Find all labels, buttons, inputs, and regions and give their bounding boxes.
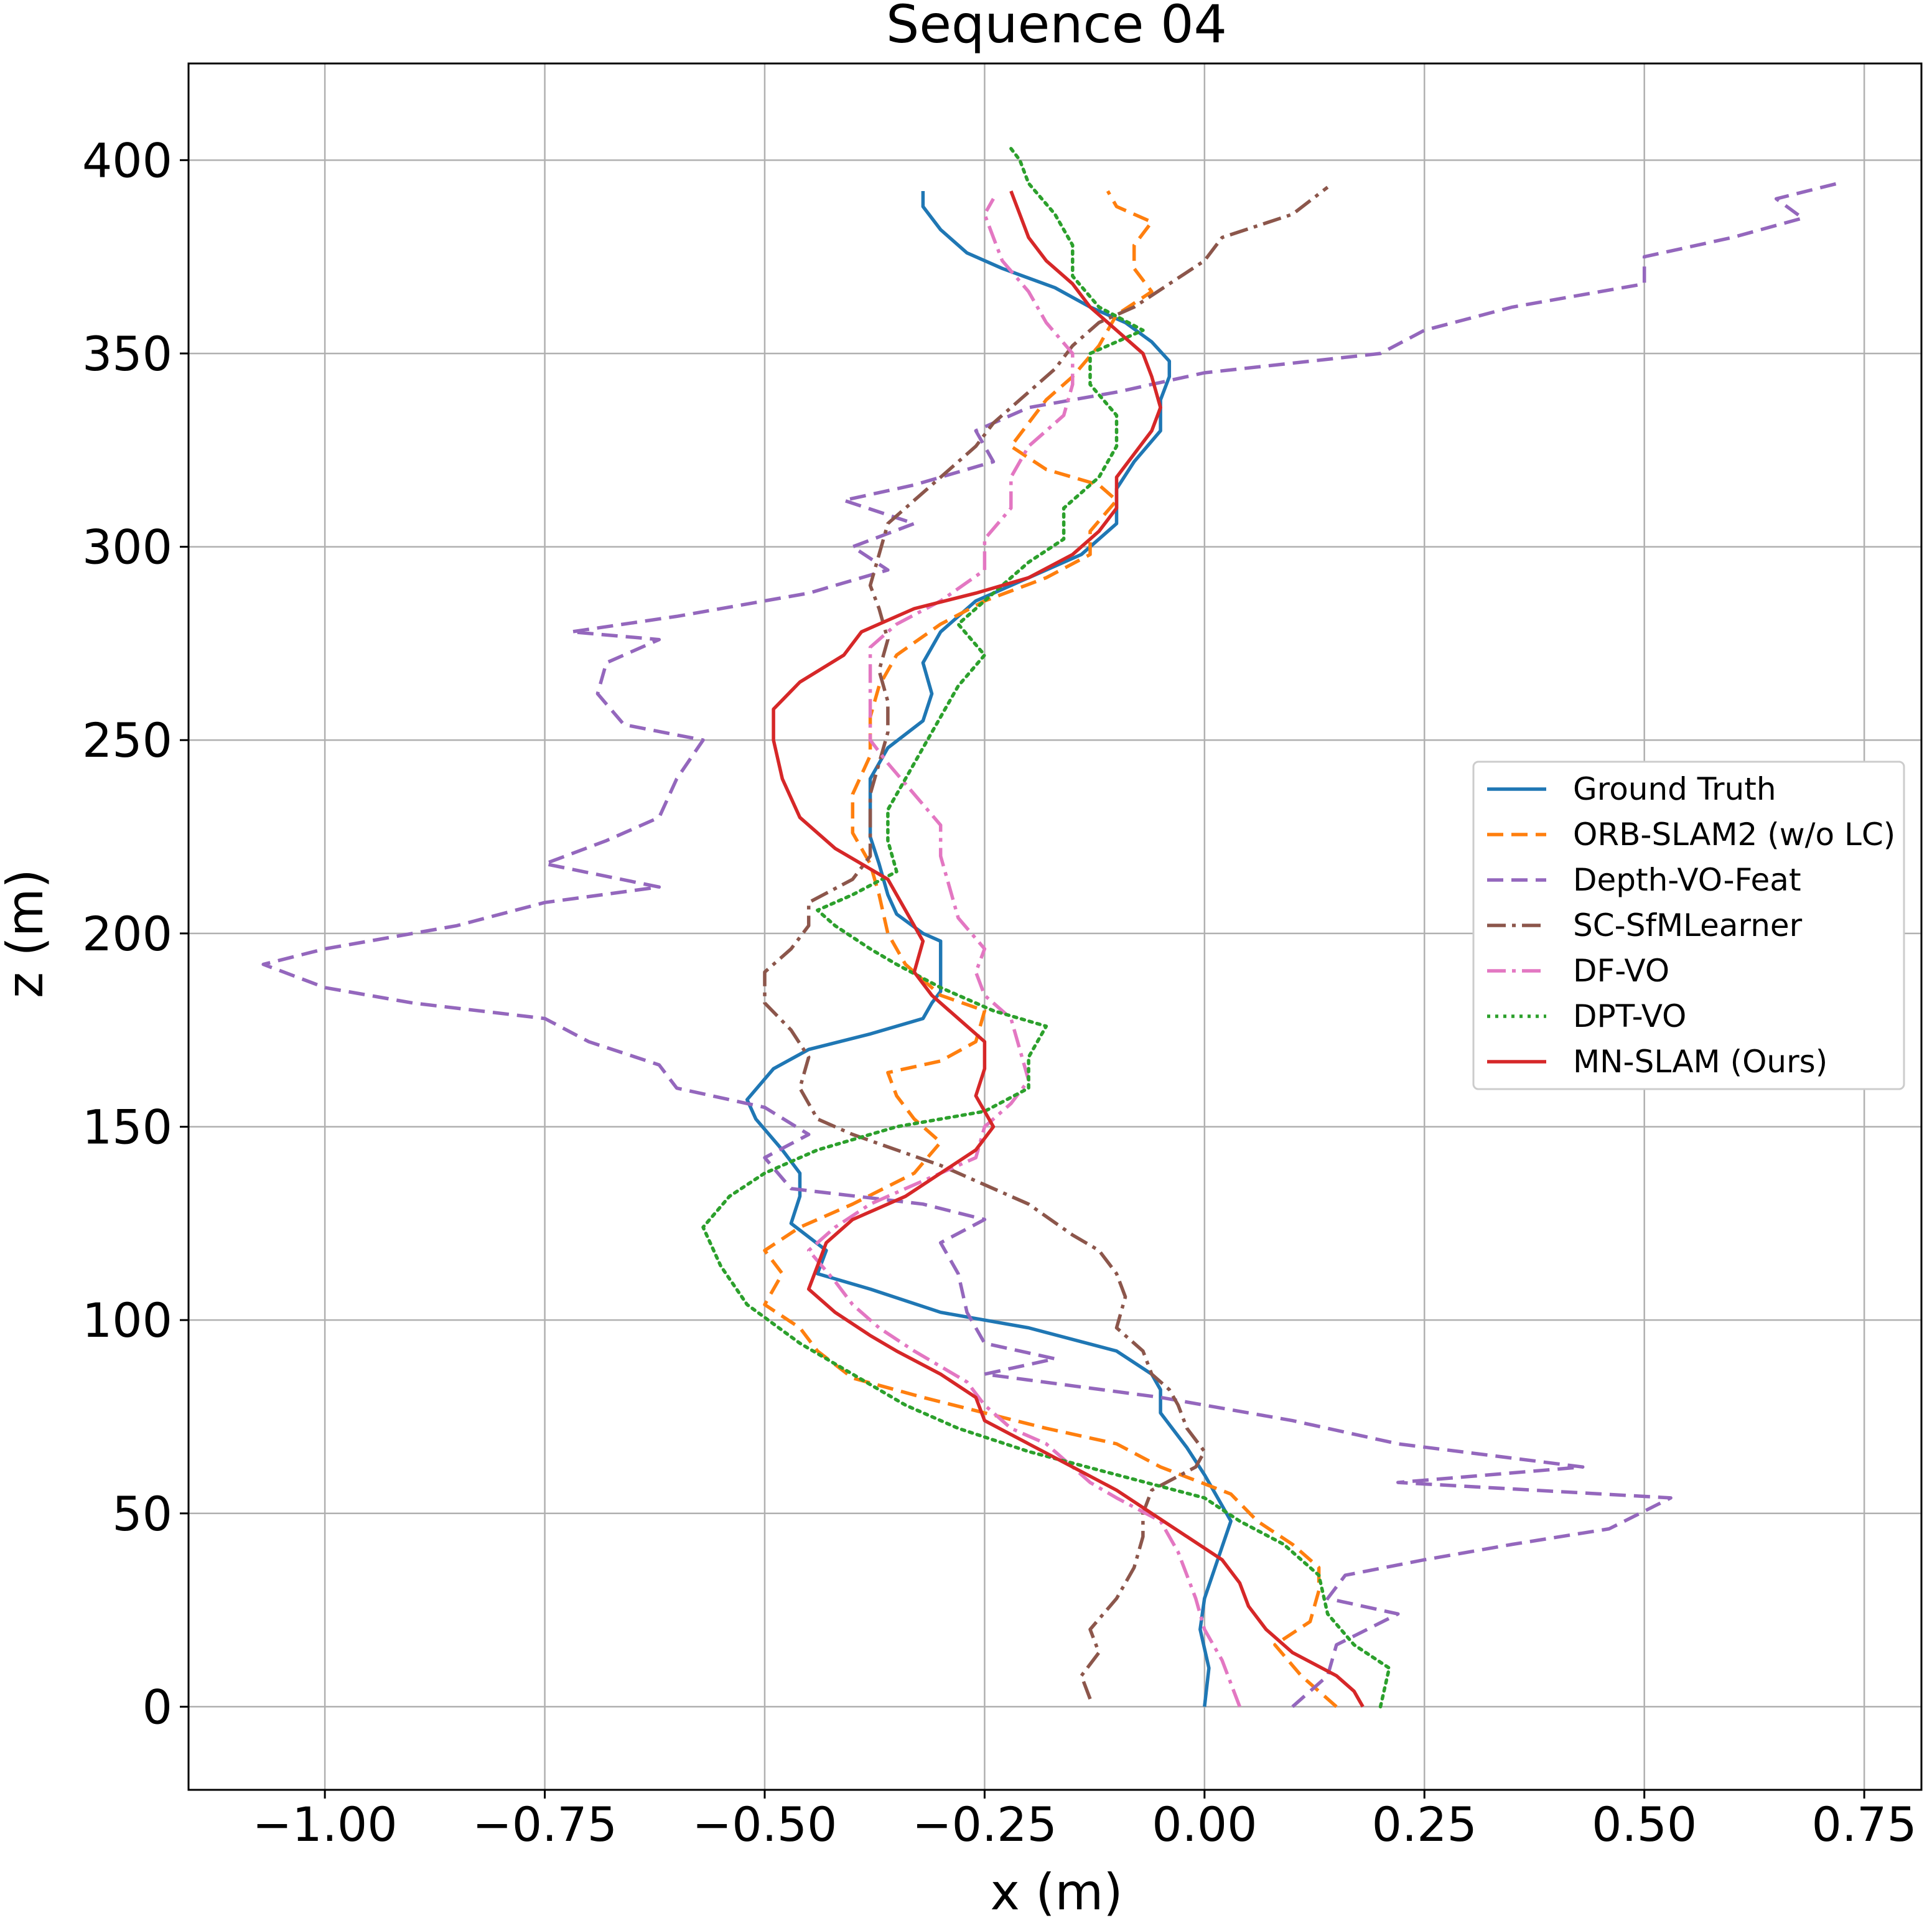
legend-box bbox=[1472, 760, 1905, 1090]
legend-label-6: MN-SLAM (Ours) bbox=[1573, 1044, 1827, 1080]
x-tick-label: 0.75 bbox=[1811, 1797, 1916, 1852]
y-tick-label: 150 bbox=[82, 1100, 172, 1155]
x-ticks: −1.00 −0.75 −0.50 −0.25 0.00 0.25 0.50 0.75 bbox=[253, 1790, 1917, 1852]
x-tick-label: 0.50 bbox=[1592, 1797, 1697, 1852]
series-line-0 bbox=[745, 191, 1233, 1707]
legend: Ground Truth ORB-SLAM2 (w/o LC) Depth-VO-F… bbox=[1472, 760, 1905, 1090]
series-line-4 bbox=[806, 198, 1241, 1708]
chart-title: Sequence 04 bbox=[886, 0, 1227, 55]
x-tick-label: 0.00 bbox=[1152, 1797, 1257, 1852]
y-ticks: 0 50 100 150 200 250 300 350 400 bbox=[82, 133, 189, 1734]
x-axis-label: x (m) bbox=[990, 1863, 1122, 1921]
grid-lines bbox=[189, 63, 1921, 1790]
series-line-1 bbox=[763, 190, 1338, 1708]
series-line-6 bbox=[772, 190, 1365, 1708]
x-tick-label: −0.25 bbox=[912, 1797, 1057, 1852]
y-tick-label: 0 bbox=[142, 1679, 172, 1734]
x-tick-label: −0.75 bbox=[472, 1797, 617, 1852]
y-tick-label: 250 bbox=[82, 713, 172, 768]
legend-label-2: Depth-VO-Feat bbox=[1573, 862, 1801, 898]
y-tick-label: 300 bbox=[82, 520, 172, 575]
x-tick-label: −1.00 bbox=[253, 1797, 398, 1852]
series-line-3 bbox=[763, 185, 1329, 1700]
y-tick-label: 400 bbox=[82, 133, 172, 188]
series-line-5 bbox=[701, 146, 1391, 1709]
y-axis-label: z (m) bbox=[0, 869, 54, 998]
legend-label-3: SC-SfMLearner bbox=[1573, 907, 1803, 943]
plot-frame bbox=[187, 62, 1923, 1791]
x-tick-label: 0.25 bbox=[1372, 1797, 1477, 1852]
y-tick-label: 50 bbox=[112, 1486, 172, 1542]
legend-label-5: DPT-VO bbox=[1573, 998, 1686, 1034]
y-tick-label: 350 bbox=[82, 326, 172, 381]
legend-label-1: ORB-SLAM2 (w/o LC) bbox=[1573, 817, 1895, 853]
y-tick-label: 100 bbox=[82, 1293, 172, 1348]
y-tick-label: 200 bbox=[82, 906, 172, 962]
legend-label-0: Ground Truth bbox=[1573, 771, 1776, 807]
x-tick-label: −0.50 bbox=[693, 1797, 838, 1852]
legend-label-4: DF-VO bbox=[1573, 953, 1669, 989]
series-layer bbox=[261, 146, 1839, 1709]
